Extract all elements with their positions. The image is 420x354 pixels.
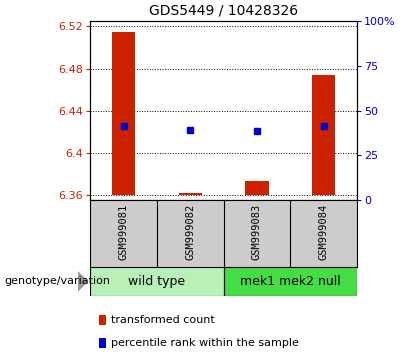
Title: GDS5449 / 10428326: GDS5449 / 10428326 — [149, 3, 298, 17]
Text: wild type: wild type — [129, 275, 186, 288]
Bar — [178, 193, 202, 195]
Text: GSM999082: GSM999082 — [185, 203, 195, 259]
Text: GSM999084: GSM999084 — [319, 203, 329, 259]
Text: GSM999083: GSM999083 — [252, 203, 262, 259]
Bar — [312, 75, 335, 195]
Bar — [112, 32, 135, 195]
Text: percentile rank within the sample: percentile rank within the sample — [111, 338, 299, 348]
Text: mek1 mek2 null: mek1 mek2 null — [240, 275, 341, 288]
Text: genotype/variation: genotype/variation — [4, 276, 110, 286]
Bar — [223, 267, 357, 296]
Text: transformed count: transformed count — [111, 315, 215, 325]
Bar — [245, 181, 269, 195]
Polygon shape — [78, 271, 88, 292]
Text: GSM999081: GSM999081 — [118, 203, 129, 259]
Bar — [90, 267, 223, 296]
